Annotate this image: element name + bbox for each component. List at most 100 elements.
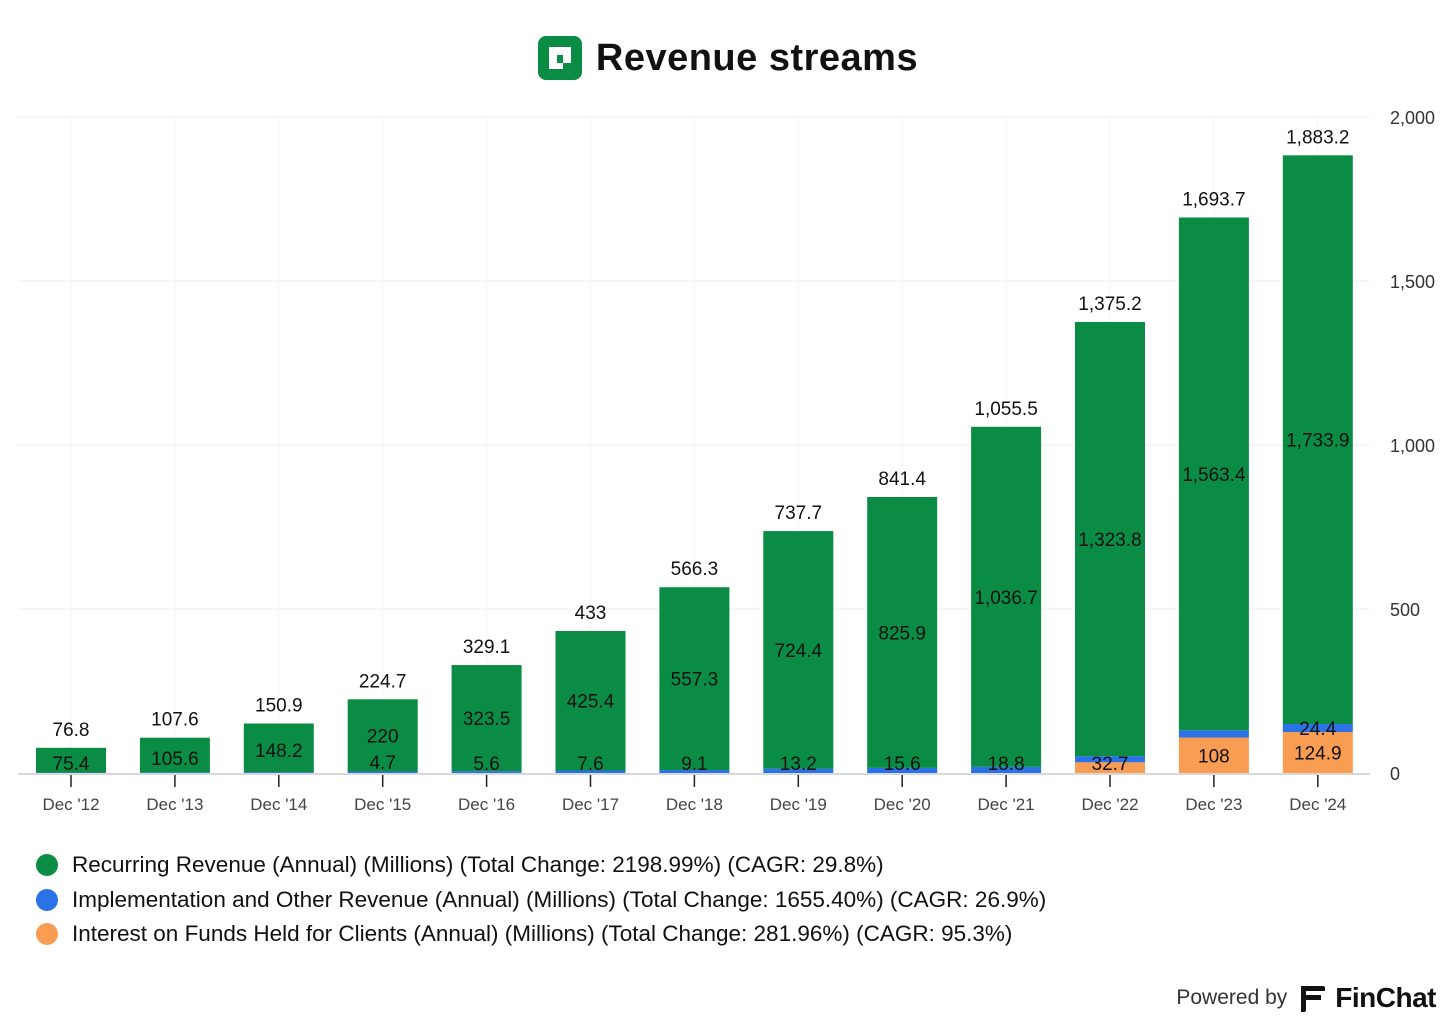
data-label-total: 566.3 — [671, 559, 719, 580]
data-label-implementation: 18.8 — [988, 754, 1025, 775]
y-tick-label: 0 — [1390, 764, 1400, 784]
data-label-total: 329.1 — [463, 637, 511, 658]
bars — [36, 155, 1353, 773]
data-label-total: 224.7 — [359, 671, 407, 692]
bar-segment-recurring — [555, 630, 626, 771]
data-label-total: 841.4 — [878, 469, 926, 490]
legend-item-recurring[interactable]: Recurring Revenue (Annual) (Millions) (T… — [36, 848, 1046, 883]
bar-segment-implementation — [1178, 730, 1249, 738]
bar-segment-recurring — [36, 747, 106, 773]
bar-segment-implementation — [659, 770, 730, 773]
data-label-recurring: 425.4 — [567, 692, 615, 713]
bar-segment-implementation — [971, 766, 1042, 773]
bar-segment-implementation — [555, 770, 626, 773]
data-label-recurring: 105.6 — [151, 749, 199, 770]
bar-segment-implementation — [347, 771, 418, 773]
data-label-total: 107.6 — [151, 710, 199, 731]
data-label-recurring: 825.9 — [878, 623, 926, 644]
bar-segment-recurring — [243, 723, 314, 773]
powered-by-footer: Powered by FinChat — [1176, 982, 1436, 1014]
bar-segment-implementation — [763, 768, 834, 773]
x-tick-label: Dec '18 — [666, 795, 723, 814]
bar-segment-recurring — [1282, 155, 1353, 725]
data-label-total: 1,375.2 — [1078, 294, 1141, 315]
powered-by-label: Powered by — [1176, 986, 1288, 1009]
page-title: Revenue streams — [595, 36, 919, 79]
legend-dot-icon — [36, 888, 58, 911]
y-tick-label: 1,500 — [1390, 272, 1435, 292]
data-label-recurring: 557.3 — [671, 670, 719, 691]
x-tick-label: Dec '22 — [1081, 795, 1138, 814]
data-label-interest: 124.9 — [1294, 744, 1342, 765]
data-label-recurring: 220 — [367, 726, 399, 747]
bar-segment-recurring — [867, 496, 938, 768]
data-label-recurring: 724.4 — [775, 641, 823, 662]
legend-item-interest[interactable]: Interest on Funds Held for Clients (Annu… — [36, 917, 1046, 952]
bar-segment-recurring — [347, 699, 418, 772]
bar-segment-recurring — [971, 426, 1042, 767]
x-tick-label: Dec '19 — [770, 795, 827, 814]
legend: Recurring Revenue (Annual) (Millions) (T… — [36, 848, 1046, 952]
chart-header: Revenue streams — [0, 30, 1456, 86]
y-tick-label: 1,000 — [1390, 436, 1435, 456]
bar-segment-interest — [1178, 737, 1249, 773]
bar-segment-interest — [1075, 762, 1145, 773]
axes: 0 500 1,000 1,500 2,000 Dec '12 Dec '13 Dec '14… — [18, 108, 1435, 814]
data-label-total: 1,883.2 — [1286, 127, 1349, 148]
data-label-implementation: 32.7 — [1092, 754, 1129, 775]
data-label-total: 433 — [575, 603, 607, 624]
bar-segment-recurring — [1178, 217, 1249, 731]
data-label-total: 1,693.7 — [1182, 189, 1245, 210]
data-label-implementation: 15.6 — [884, 754, 921, 775]
bar-segment-implementation — [451, 771, 522, 773]
data-label-total: 150.9 — [255, 696, 303, 717]
x-tick-label: Dec '16 — [458, 795, 515, 814]
stacked-bar-chart: 75.4 76.8 105.6 107.6 148.2 150.9 220 4.7 224.7 3… — [18, 108, 1435, 814]
x-tick-label: Dec '17 — [562, 795, 619, 814]
bar-segment-implementation — [867, 767, 938, 773]
finchat-logo-icon — [1301, 986, 1326, 1012]
data-label-recurring: 1,036.7 — [974, 588, 1037, 609]
data-label-interest: 108 — [1198, 746, 1230, 767]
data-label-total: 1,055.5 — [974, 399, 1037, 420]
y-tick-label: 500 — [1390, 600, 1420, 620]
legend-label: Implementation and Other Revenue (Annual… — [72, 886, 1047, 912]
y-tick-label: 2,000 — [1390, 108, 1435, 128]
data-label-recurring: 1,563.4 — [1182, 465, 1246, 486]
data-label-recurring: 1,323.8 — [1078, 530, 1141, 551]
bar-segment-interest — [1282, 732, 1353, 773]
bar-segment-recurring — [1075, 321, 1145, 757]
bar-segment-recurring — [763, 531, 834, 769]
x-tick-label: Dec '20 — [874, 795, 931, 814]
company-logo-icon — [537, 36, 582, 80]
brand-name[interactable]: FinChat — [1335, 982, 1436, 1013]
data-label-total: 737.7 — [775, 503, 823, 524]
data-label-total: 76.8 — [53, 720, 90, 741]
data-label-recurring: 75.4 — [53, 754, 90, 775]
bar-segment-implementation — [243, 772, 314, 773]
data-labels: 75.4 76.8 105.6 107.6 148.2 150.9 220 4.7 224.7 3… — [53, 127, 1350, 775]
legend-dot-icon — [36, 923, 58, 946]
x-tick-label: Dec '15 — [354, 795, 411, 814]
data-label-recurring: 323.5 — [463, 709, 511, 730]
x-tick-label: Dec '24 — [1289, 795, 1346, 814]
bar-segment-recurring — [139, 737, 210, 773]
x-tick-label: Dec '13 — [146, 795, 203, 814]
data-label-implementation: 5.6 — [473, 754, 499, 775]
x-tick-label: Dec '21 — [978, 795, 1035, 814]
bar-segment-implementation — [1075, 756, 1145, 763]
bar-segment-recurring — [659, 587, 730, 771]
legend-label: Interest on Funds Held for Clients (Annu… — [72, 921, 1013, 947]
x-tick-label: Dec '23 — [1185, 795, 1242, 814]
legend-item-implementation[interactable]: Implementation and Other Revenue (Annual… — [36, 883, 1046, 918]
x-tick-label: Dec '12 — [42, 795, 99, 814]
legend-label: Recurring Revenue (Annual) (Millions) (T… — [72, 852, 884, 878]
data-label-recurring: 148.2 — [255, 741, 303, 762]
data-label-implementation: 13.2 — [780, 754, 817, 775]
bar-segment-implementation — [139, 772, 210, 773]
data-label-recurring: 1,733.9 — [1286, 431, 1349, 452]
data-label-implementation: 9.1 — [681, 754, 707, 775]
data-label-implementation: 24.4 — [1299, 719, 1336, 740]
legend-dot-icon — [36, 854, 58, 877]
bar-segment-implementation — [1282, 724, 1353, 733]
